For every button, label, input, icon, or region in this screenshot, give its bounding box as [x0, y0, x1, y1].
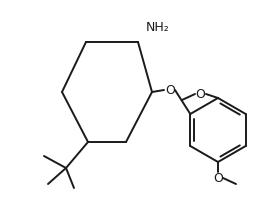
- Text: O: O: [213, 172, 223, 185]
- Text: O: O: [195, 88, 205, 101]
- Text: NH₂: NH₂: [146, 21, 170, 34]
- Text: O: O: [165, 84, 175, 97]
